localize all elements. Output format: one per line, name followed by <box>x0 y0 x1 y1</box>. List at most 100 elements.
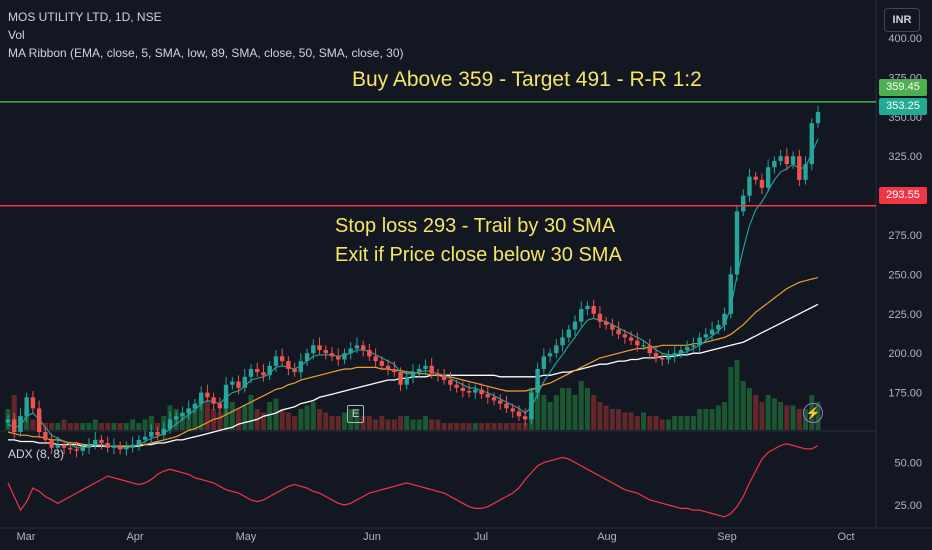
volume-bar <box>335 416 341 430</box>
candle-body <box>616 329 621 335</box>
volume-bar <box>329 416 335 430</box>
buy-price-tag: 359.45 <box>879 79 927 96</box>
adx-legend[interactable]: ADX (8, 8) <box>8 447 65 461</box>
candle-body <box>547 353 553 357</box>
earnings-marker[interactable]: E <box>347 405 364 423</box>
candle-body <box>759 179 765 188</box>
volume-bar <box>198 398 204 430</box>
volume-bar <box>242 405 248 430</box>
volume-bar <box>796 409 802 430</box>
candle-body <box>803 164 808 180</box>
volume-bar <box>30 419 36 430</box>
volume-bar <box>55 423 61 430</box>
volume-bar <box>217 412 223 430</box>
candle-body <box>111 446 117 448</box>
candle-body <box>304 353 310 362</box>
candle-body <box>354 345 360 349</box>
volume-bar <box>703 409 709 430</box>
candle-body <box>323 350 328 354</box>
volume-bar <box>609 409 615 430</box>
candle-body <box>180 413 185 417</box>
volume-bar <box>155 423 161 430</box>
candle-body <box>765 167 771 188</box>
volume-bar <box>148 416 154 430</box>
candle-body <box>86 444 92 448</box>
volume-bar <box>641 412 647 430</box>
volume-bar <box>111 423 117 430</box>
volume-bar <box>566 388 572 430</box>
volume-bar <box>379 416 385 430</box>
price-tick-label: 400.00 <box>888 33 922 45</box>
volume-bar <box>404 416 410 430</box>
volume-bar <box>560 388 566 430</box>
volume-legend[interactable]: Vol <box>8 28 25 42</box>
candle-body <box>716 324 721 330</box>
candle-body <box>385 365 391 369</box>
volume-bar <box>429 419 435 430</box>
volume-bar <box>715 405 721 430</box>
symbol-title[interactable]: MOS UTILITY LTD, 1D, NSE <box>8 10 162 24</box>
candle-body <box>360 345 366 351</box>
candle-body <box>248 368 254 377</box>
volume-bar <box>778 402 784 430</box>
candle-body <box>230 381 235 385</box>
candle-body <box>460 387 466 392</box>
candle-body <box>684 346 690 351</box>
candle-body <box>410 372 416 377</box>
candle-body <box>448 379 453 385</box>
volume-bar <box>522 423 528 430</box>
candle-body <box>747 176 752 196</box>
candle-body <box>485 394 490 398</box>
volume-bar <box>142 419 148 430</box>
currency-button[interactable]: INR <box>884 8 920 32</box>
adx-tick-label: 50.00 <box>894 458 922 470</box>
volume-bar <box>348 409 354 430</box>
volume-bar <box>746 388 752 430</box>
candle-body <box>55 444 61 448</box>
price-tick-label: 325.00 <box>888 151 922 163</box>
volume-bar <box>460 423 466 430</box>
candle-body <box>510 408 515 412</box>
volume-bar <box>186 409 192 430</box>
candle-body <box>560 337 565 346</box>
candle-body <box>211 397 216 404</box>
volume-bar <box>541 395 547 430</box>
volume-bar <box>765 395 771 430</box>
candle-body <box>435 373 441 376</box>
candle-body <box>24 397 29 417</box>
candle-body <box>666 356 671 360</box>
time-tick-label: May <box>236 531 257 543</box>
candle-body <box>672 353 677 357</box>
lightning-icon[interactable]: ⚡ <box>803 403 823 423</box>
volume-bar <box>491 423 497 430</box>
candle-body <box>198 392 204 404</box>
volume-bar <box>260 412 266 430</box>
last-price-tag: 353.25 <box>879 98 927 115</box>
volume-bar <box>360 416 366 430</box>
volume-bar <box>354 409 360 430</box>
candle-body <box>61 444 67 448</box>
candle-body <box>579 309 584 322</box>
volume-bar <box>86 423 92 430</box>
volume-bar <box>123 423 129 430</box>
candle-body <box>734 211 740 275</box>
candle-body <box>142 436 148 440</box>
volume-bar <box>248 395 254 430</box>
candle-body <box>535 368 540 393</box>
candle-body <box>398 372 403 385</box>
candle-body <box>423 365 428 369</box>
volume-bar <box>92 419 98 430</box>
candle-body <box>554 345 559 354</box>
price-tick-label: 275.00 <box>888 230 922 242</box>
ma-ribbon-legend[interactable]: MA Ribbon (EMA, close, 5, SMA, low, 89, … <box>8 46 404 60</box>
ema5-line <box>7 138 819 449</box>
time-tick-label: Sep <box>717 531 737 543</box>
candle-body <box>572 321 578 330</box>
volume-bar <box>622 412 628 430</box>
candle-body <box>392 368 397 373</box>
volume-bar <box>192 405 198 430</box>
price-tick-label: 250.00 <box>888 269 922 281</box>
candle-body <box>784 156 790 165</box>
candle-body <box>728 274 733 314</box>
